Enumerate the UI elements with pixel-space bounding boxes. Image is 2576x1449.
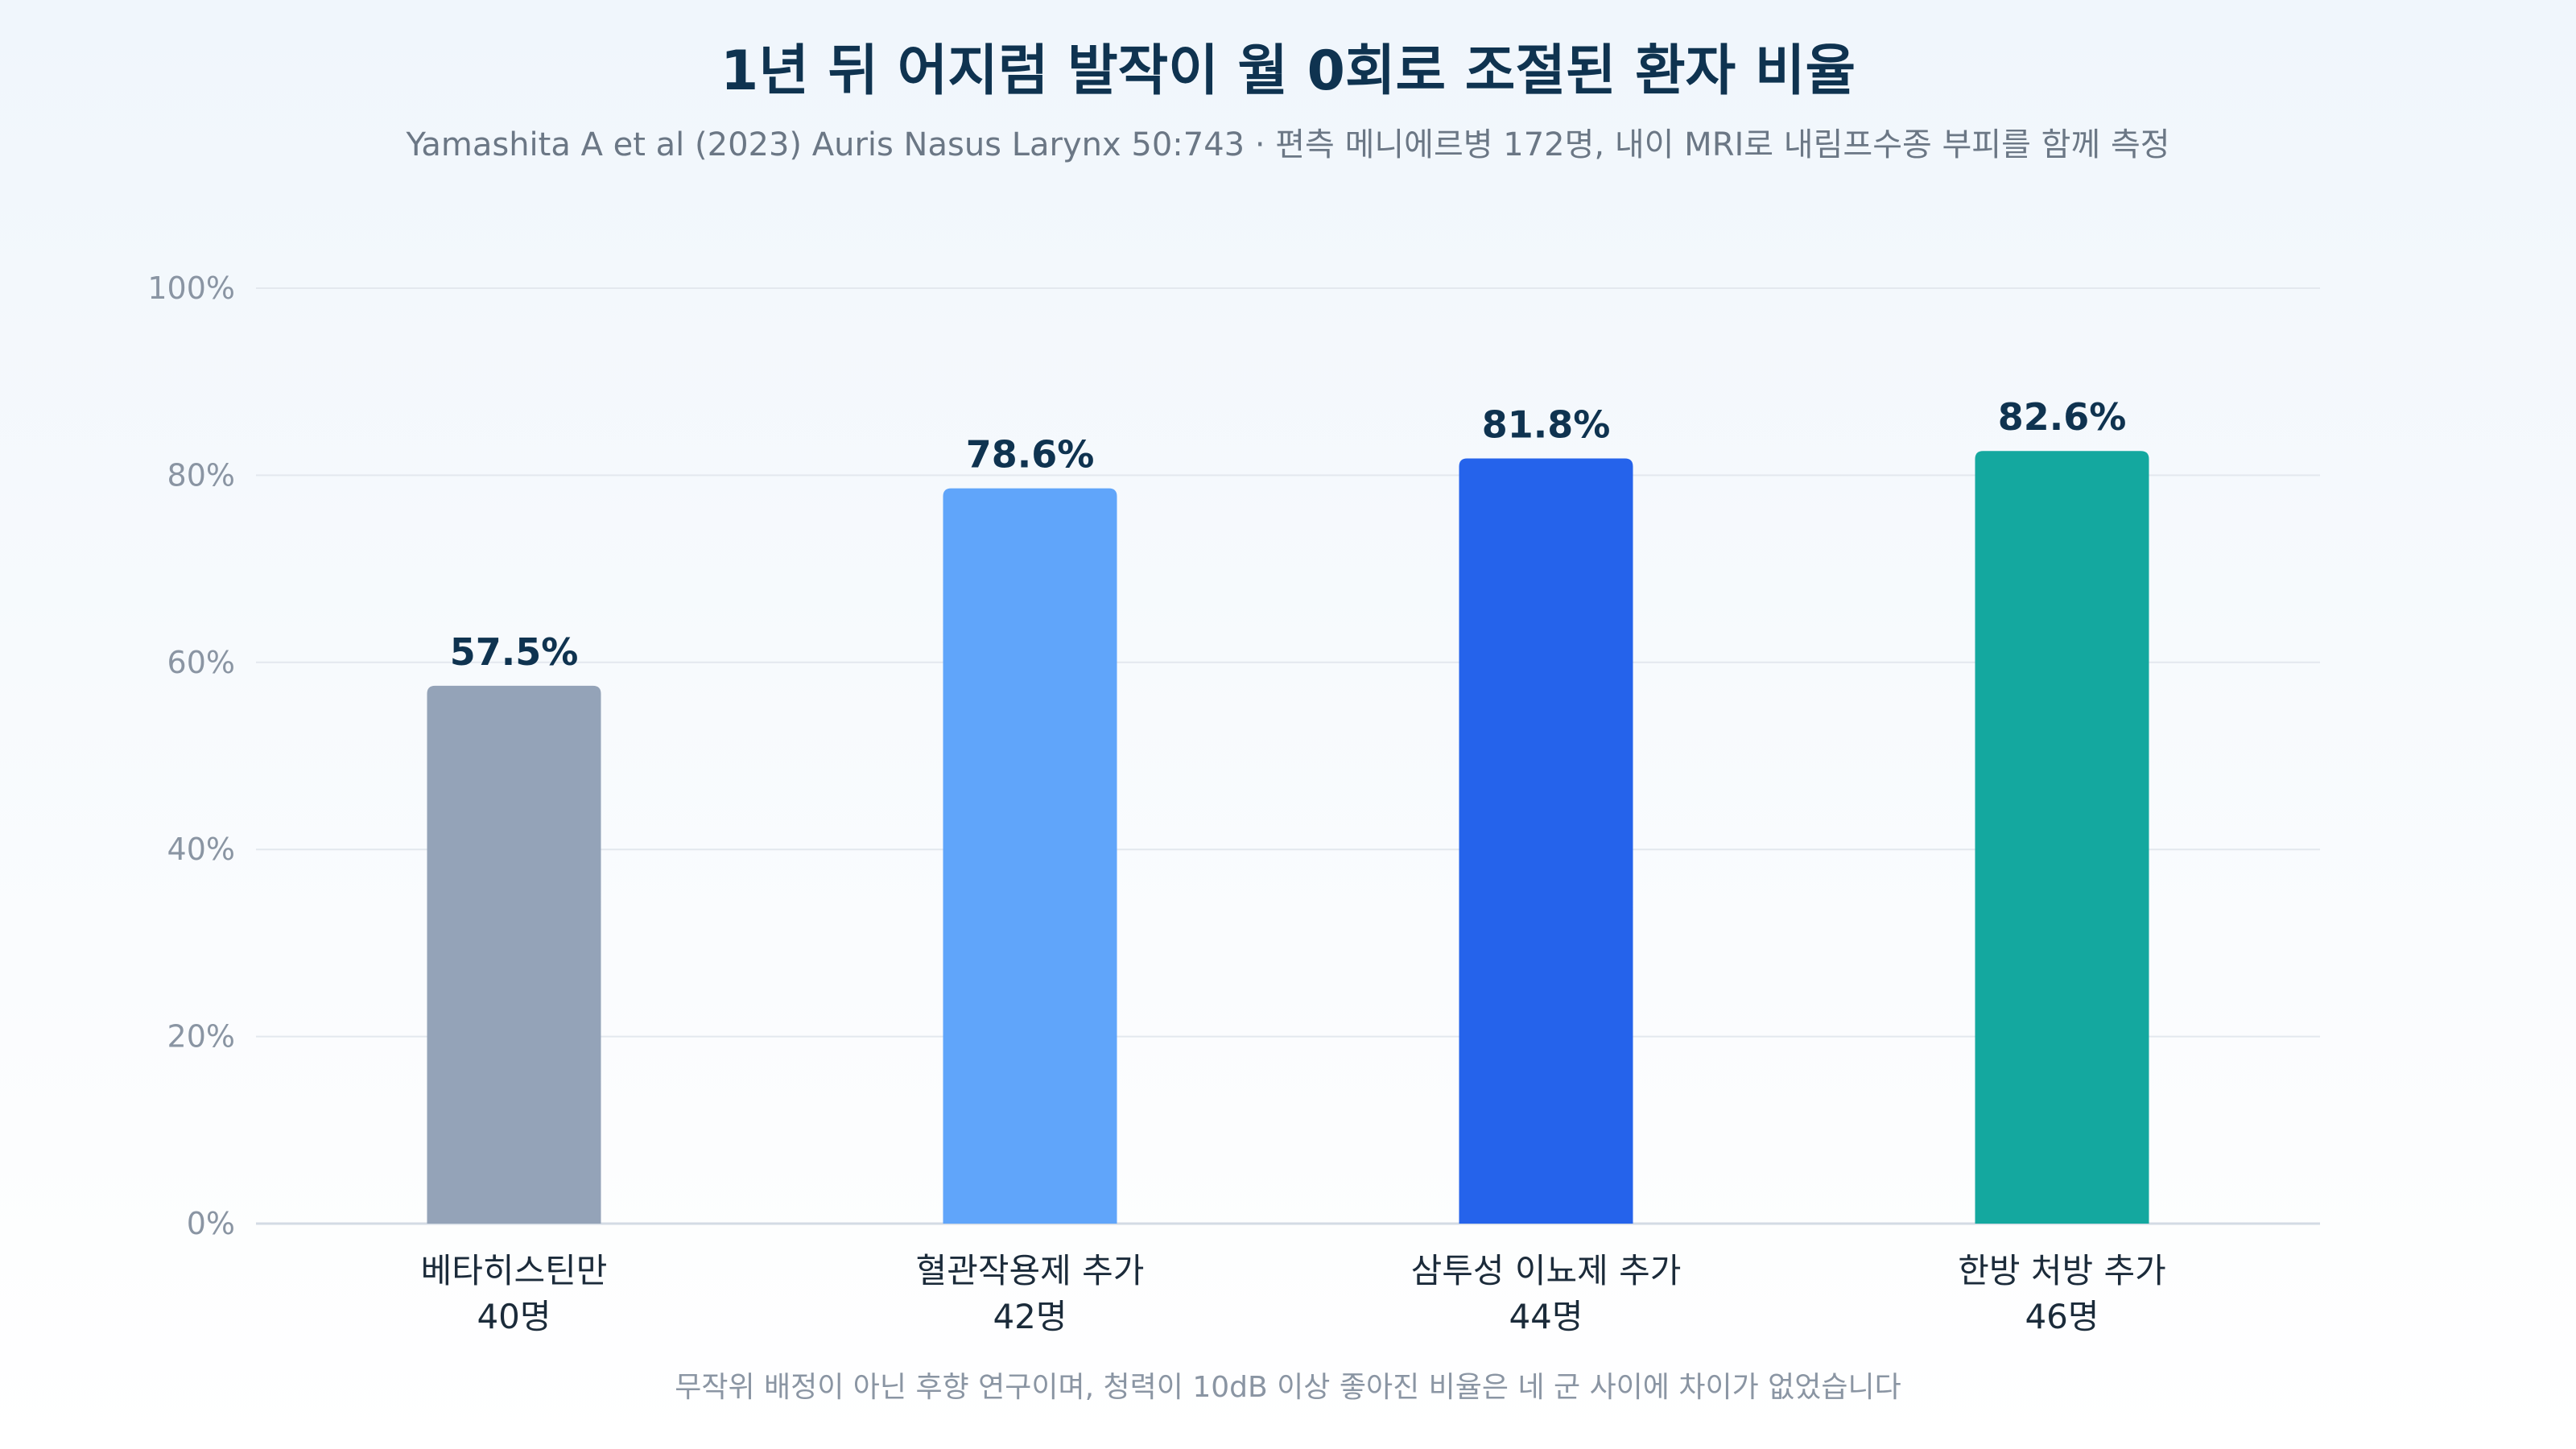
bar-value-label: 78.6% bbox=[966, 433, 1095, 477]
category-label: 한방 처방 추가 bbox=[1958, 1251, 2166, 1290]
bar-2 bbox=[943, 488, 1117, 1224]
category-label: 삼투성 이뇨제 추가 bbox=[1411, 1251, 1682, 1290]
bar-1 bbox=[427, 685, 601, 1224]
chart-subtitle: Yamashita A et al (2023) Auris Nasus Lar… bbox=[406, 126, 2170, 163]
bar-value-label: 82.6% bbox=[1998, 395, 2127, 439]
bar-3 bbox=[1459, 458, 1633, 1224]
bar-value-label: 57.5% bbox=[450, 630, 579, 674]
category-n-label: 40명 bbox=[477, 1297, 551, 1336]
category-label: 혈관작용제 추가 bbox=[916, 1251, 1145, 1290]
y-tick-label: 40% bbox=[167, 832, 235, 867]
label-layer: 0% 20% 40% 60% 80% 100% 57.5% 베타히스틴만 40명 78.6% 혈관작… bbox=[147, 270, 2165, 1336]
bar-layer bbox=[427, 451, 2149, 1224]
y-tick-label: 0% bbox=[187, 1206, 235, 1241]
y-tick-label: 100% bbox=[147, 270, 235, 306]
chart-title: 1년 뒤 어지럼 발작이 월 0회로 조절된 환자 비율 bbox=[720, 39, 1856, 103]
category-n-label: 46명 bbox=[2025, 1297, 2099, 1336]
category-n-label: 42명 bbox=[993, 1297, 1067, 1336]
bar-4 bbox=[1975, 451, 2149, 1224]
category-label: 베타히스틴만 bbox=[421, 1251, 608, 1290]
chart-footnote: 무작위 배정이 아닌 후향 연구이며, 청력이 10dB 이상 좋아진 비율은 … bbox=[675, 1371, 1901, 1404]
y-tick-label: 60% bbox=[167, 645, 235, 680]
y-tick-label: 80% bbox=[167, 457, 235, 493]
bar-value-label: 81.8% bbox=[1482, 402, 1611, 446]
y-tick-label: 20% bbox=[167, 1019, 235, 1055]
category-n-label: 44명 bbox=[1509, 1297, 1583, 1336]
